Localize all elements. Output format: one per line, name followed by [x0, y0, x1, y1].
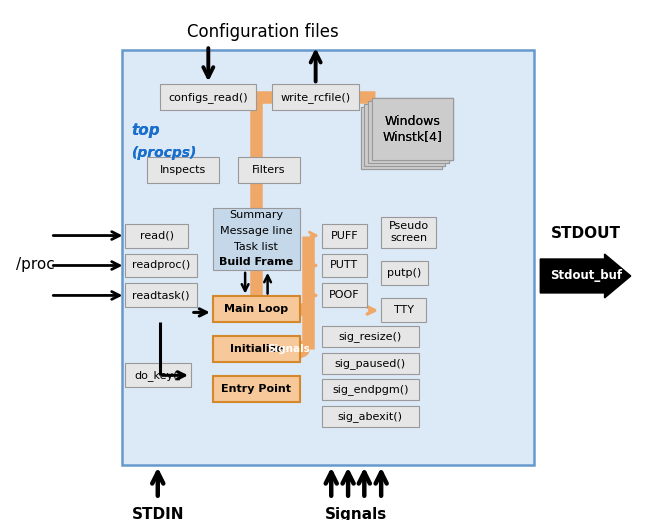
FancyArrow shape	[540, 254, 630, 298]
FancyBboxPatch shape	[322, 406, 419, 427]
FancyBboxPatch shape	[322, 379, 419, 400]
FancyBboxPatch shape	[272, 84, 359, 110]
FancyBboxPatch shape	[322, 327, 419, 347]
Text: readtask(): readtask()	[133, 291, 190, 301]
FancyBboxPatch shape	[213, 207, 300, 270]
Text: PUFF: PUFF	[331, 230, 358, 241]
Text: top: top	[131, 123, 160, 138]
Text: do_key(): do_key()	[134, 370, 182, 381]
Text: Task list: Task list	[235, 242, 278, 252]
Text: /proc: /proc	[16, 257, 55, 272]
Text: Signals: Signals	[325, 507, 387, 520]
Text: Signals: Signals	[267, 344, 310, 354]
FancyBboxPatch shape	[372, 98, 453, 160]
FancyBboxPatch shape	[381, 298, 426, 322]
Text: (procps): (procps)	[131, 146, 197, 160]
Text: top: top	[131, 123, 160, 138]
FancyBboxPatch shape	[322, 353, 419, 374]
Text: putp(): putp()	[387, 268, 422, 278]
FancyBboxPatch shape	[381, 261, 428, 285]
FancyBboxPatch shape	[364, 104, 445, 166]
FancyBboxPatch shape	[372, 98, 453, 160]
Text: Main Loop: Main Loop	[224, 304, 289, 315]
FancyBboxPatch shape	[125, 363, 191, 387]
Text: Windows
Winstk[4]: Windows Winstk[4]	[382, 115, 442, 143]
Text: STDOUT: STDOUT	[551, 226, 621, 241]
Text: Stdout_buf: Stdout_buf	[550, 269, 622, 282]
Text: sig_endpgm(): sig_endpgm()	[332, 384, 408, 395]
FancyBboxPatch shape	[364, 104, 445, 166]
FancyBboxPatch shape	[372, 98, 453, 160]
FancyBboxPatch shape	[122, 50, 534, 465]
Text: Build Frame: Build Frame	[219, 257, 294, 267]
FancyBboxPatch shape	[361, 107, 442, 169]
Text: configs_read(): configs_read()	[168, 92, 248, 103]
FancyBboxPatch shape	[322, 254, 367, 278]
Text: POOF: POOF	[329, 291, 359, 301]
FancyBboxPatch shape	[322, 283, 367, 307]
Text: sig_abexit(): sig_abexit()	[338, 411, 403, 422]
FancyBboxPatch shape	[322, 224, 367, 248]
FancyBboxPatch shape	[125, 224, 188, 248]
Text: STDIN: STDIN	[131, 507, 184, 520]
Text: Pseudo
screen: Pseudo screen	[389, 221, 429, 243]
Text: Initialize: Initialize	[229, 344, 283, 354]
Text: write_rcfile(): write_rcfile()	[281, 92, 351, 103]
FancyBboxPatch shape	[160, 84, 256, 110]
FancyBboxPatch shape	[213, 376, 300, 402]
FancyBboxPatch shape	[213, 336, 300, 362]
Text: Configuration files: Configuration files	[187, 23, 339, 41]
Text: Summary: Summary	[229, 211, 283, 220]
FancyBboxPatch shape	[125, 254, 197, 278]
Text: PUTT: PUTT	[330, 261, 358, 270]
Text: sig_resize(): sig_resize()	[339, 331, 402, 342]
FancyBboxPatch shape	[238, 157, 300, 183]
Text: Message line: Message line	[220, 226, 292, 236]
Text: Windows
Winstk[4]: Windows Winstk[4]	[382, 115, 442, 143]
FancyBboxPatch shape	[361, 107, 442, 169]
Text: sig_paused(): sig_paused()	[335, 358, 406, 369]
FancyBboxPatch shape	[213, 296, 300, 322]
Text: readproc(): readproc()	[132, 261, 190, 270]
Text: read(): read()	[140, 230, 174, 241]
FancyBboxPatch shape	[125, 283, 197, 307]
Text: Filters: Filters	[252, 165, 285, 175]
FancyBboxPatch shape	[381, 216, 436, 248]
Text: (procps): (procps)	[131, 146, 197, 160]
Text: TTY: TTY	[394, 305, 413, 316]
FancyBboxPatch shape	[368, 101, 449, 163]
FancyBboxPatch shape	[147, 157, 219, 183]
Text: Inspects: Inspects	[160, 165, 206, 175]
FancyBboxPatch shape	[368, 101, 449, 163]
Text: Entry Point: Entry Point	[222, 384, 291, 394]
FancyBboxPatch shape	[372, 98, 453, 160]
